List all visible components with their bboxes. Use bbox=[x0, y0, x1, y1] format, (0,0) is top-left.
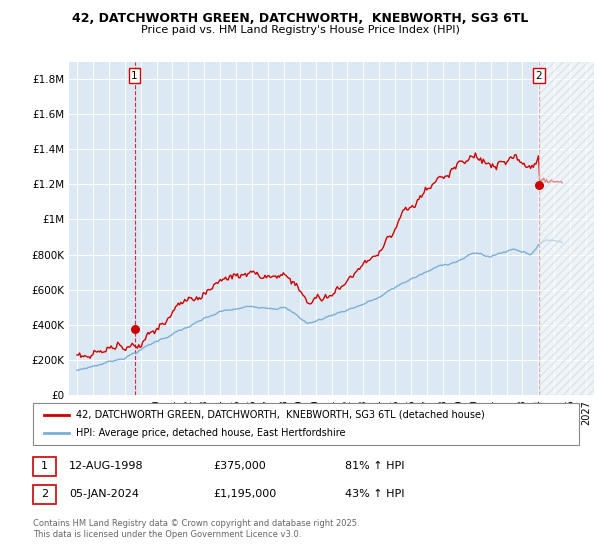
Text: 42, DATCHWORTH GREEN, DATCHWORTH,  KNEBWORTH, SG3 6TL: 42, DATCHWORTH GREEN, DATCHWORTH, KNEBWO… bbox=[72, 12, 528, 25]
Point bbox=[130, 325, 139, 334]
Text: 05-JAN-2024: 05-JAN-2024 bbox=[69, 489, 139, 500]
Point bbox=[534, 181, 544, 190]
Text: 2: 2 bbox=[41, 489, 48, 500]
Text: Price paid vs. HM Land Registry's House Price Index (HPI): Price paid vs. HM Land Registry's House … bbox=[140, 25, 460, 35]
Text: £375,000: £375,000 bbox=[213, 461, 266, 472]
Text: 12-AUG-1998: 12-AUG-1998 bbox=[69, 461, 143, 472]
Text: HPI: Average price, detached house, East Hertfordshire: HPI: Average price, detached house, East… bbox=[76, 428, 346, 438]
Text: Contains HM Land Registry data © Crown copyright and database right 2025.
This d: Contains HM Land Registry data © Crown c… bbox=[33, 520, 359, 539]
Text: 1: 1 bbox=[41, 461, 48, 472]
Text: 2: 2 bbox=[536, 71, 542, 81]
Text: 42, DATCHWORTH GREEN, DATCHWORTH,  KNEBWORTH, SG3 6TL (detached house): 42, DATCHWORTH GREEN, DATCHWORTH, KNEBWO… bbox=[76, 410, 485, 420]
Text: 1: 1 bbox=[131, 71, 138, 81]
Text: £1,195,000: £1,195,000 bbox=[213, 489, 276, 500]
Text: 43% ↑ HPI: 43% ↑ HPI bbox=[345, 489, 404, 500]
Text: 81% ↑ HPI: 81% ↑ HPI bbox=[345, 461, 404, 472]
